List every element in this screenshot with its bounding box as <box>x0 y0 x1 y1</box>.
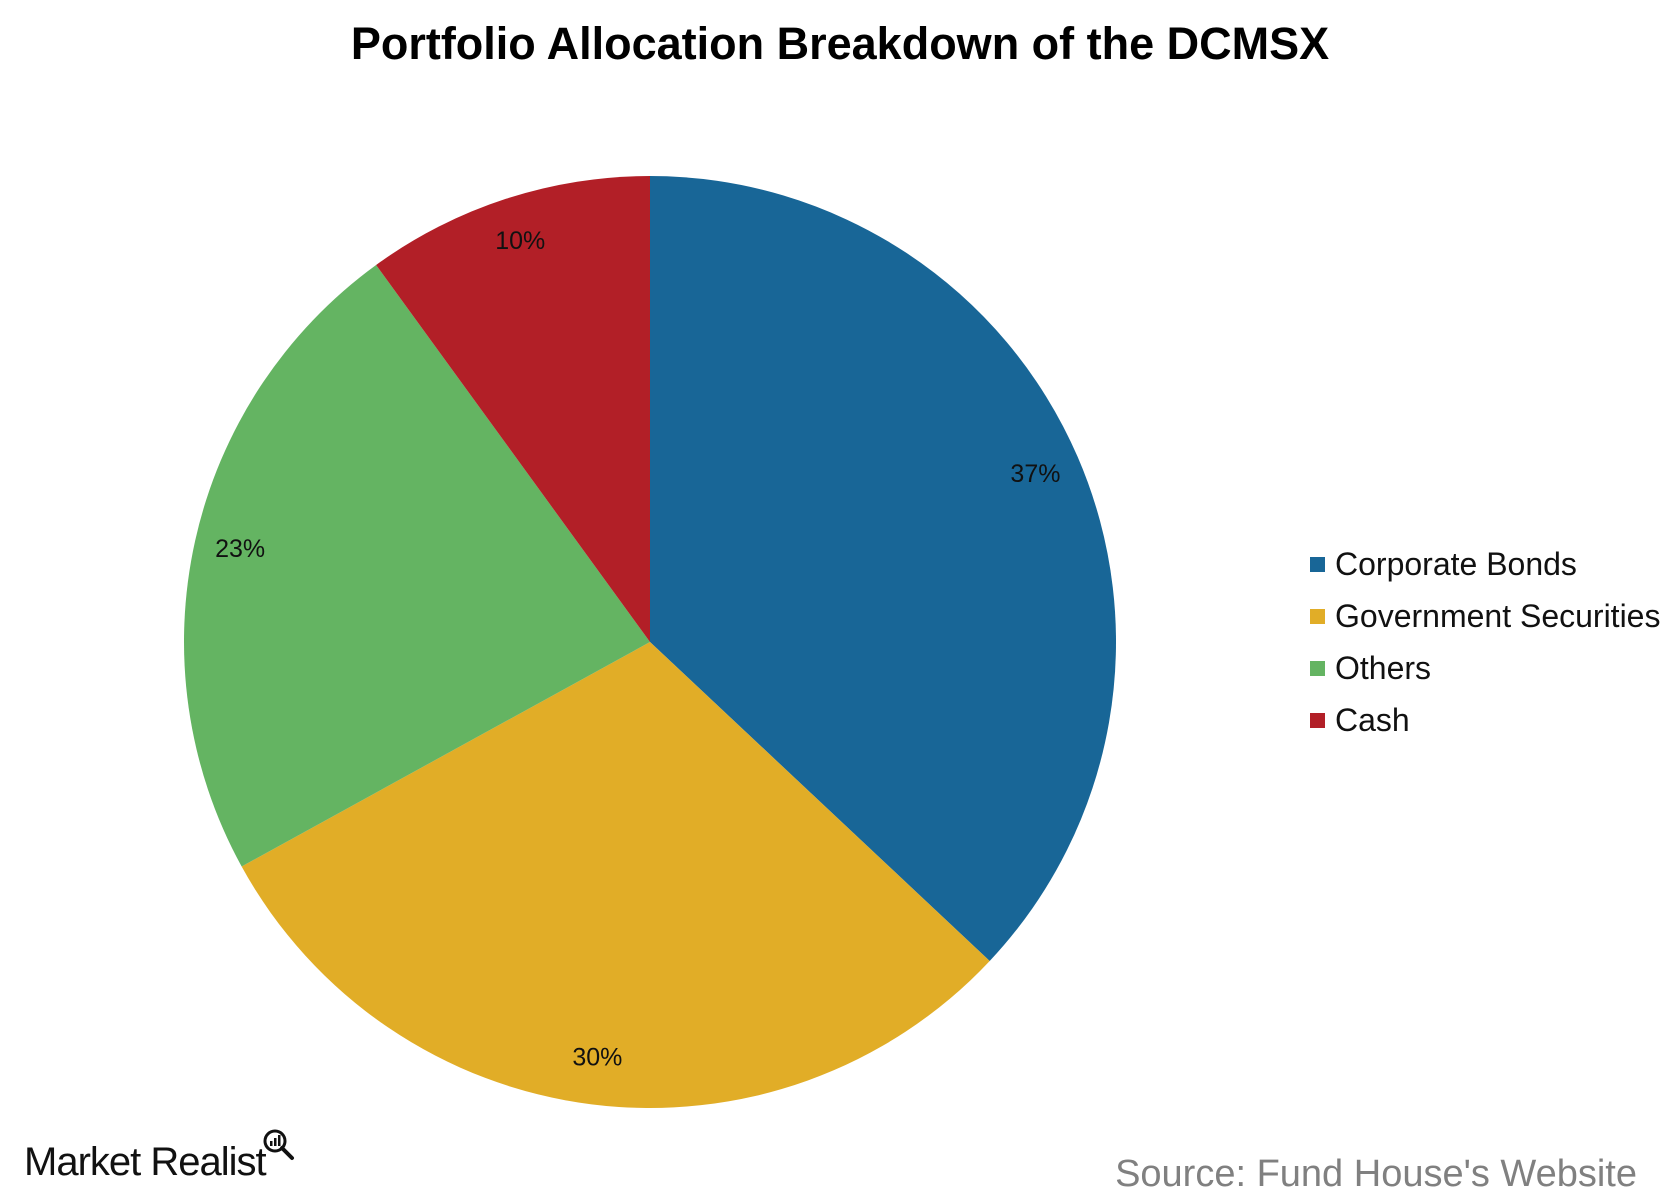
data-label-government-securities: 30% <box>572 1043 622 1071</box>
data-label-others: 23% <box>215 535 265 563</box>
pie-slice-government-securities <box>241 642 990 1108</box>
legend-swatch <box>1310 712 1325 728</box>
pie-data-labels: 37% 30% 23% 10% <box>215 227 1060 1071</box>
legend-swatch <box>1310 660 1325 676</box>
legend-label: Others <box>1335 649 1432 686</box>
brand-logo-text: Market Realist <box>24 1140 267 1184</box>
pie-slices <box>184 176 1116 1108</box>
legend-label: Corporate Bonds <box>1335 545 1577 582</box>
legend-item-others: Others <box>1310 642 1660 694</box>
legend-swatch <box>1310 556 1325 572</box>
legend-item-cash: Cash <box>1310 694 1660 746</box>
pie-slice-others <box>184 264 650 867</box>
legend-label: Government Securities <box>1335 597 1661 634</box>
pie-slice-cash <box>376 176 650 642</box>
legend: Corporate Bonds Government Securities Ot… <box>1310 538 1660 746</box>
chart-title: Portfolio Allocation Breakdown of the DC… <box>350 18 1330 69</box>
legend-item-corporate-bonds: Corporate Bonds <box>1310 538 1660 590</box>
source-note: Source: Fund House's Website <box>1115 1153 1637 1195</box>
legend-label: Cash <box>1335 701 1410 738</box>
pie-slice-corporate-bonds <box>650 176 1116 961</box>
data-label-cash: 10% <box>495 227 545 255</box>
pie-chart: 37% 30% 23% 10% <box>184 176 1116 1108</box>
data-label-corporate-bonds: 37% <box>1010 460 1060 488</box>
legend-item-government-securities: Government Securities <box>1310 590 1660 642</box>
legend-swatch <box>1310 608 1325 624</box>
magnifier-chart-icon <box>263 1129 294 1160</box>
